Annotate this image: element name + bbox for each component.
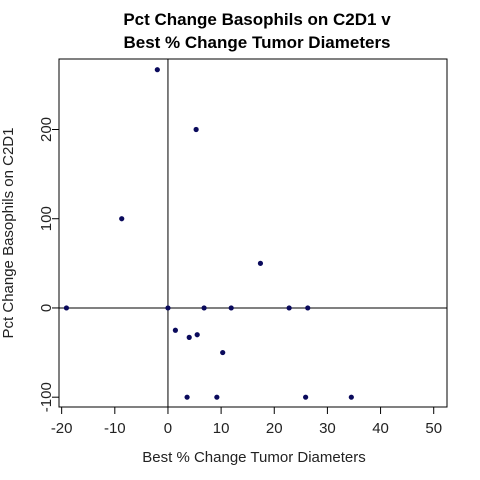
x-tick-label: -20 (51, 420, 73, 437)
y-tick-label: 200 (38, 117, 55, 142)
x-tick-label: 50 (425, 420, 442, 437)
x-tick-label: -10 (104, 420, 126, 437)
x-tick-label: 30 (319, 420, 336, 437)
x-tick-label: 20 (266, 420, 283, 437)
data-points (63, 67, 354, 400)
data-point (214, 394, 220, 400)
data-point (154, 67, 160, 73)
data-point (286, 305, 292, 311)
data-point (201, 305, 207, 311)
chart-title-line-1: Pct Change Basophils on C2D1 v (123, 10, 391, 29)
data-point (220, 349, 226, 356)
data-point (303, 394, 309, 400)
reference-lines (59, 59, 447, 407)
data-point (63, 305, 70, 311)
data-point (228, 305, 234, 311)
y-tick-label: 100 (38, 206, 55, 231)
data-point (194, 332, 200, 338)
data-point (184, 394, 190, 400)
data-point (119, 216, 125, 222)
x-tick-label: 40 (372, 420, 389, 437)
y-tick-label: 0 (38, 304, 55, 312)
chart-title-line-2: Best % Change Tumor Diameters (123, 33, 390, 52)
plot-area-frame (58, 58, 448, 408)
y-axis: -100 0 100 200 (38, 117, 59, 412)
data-point (165, 305, 171, 311)
data-point (186, 334, 192, 340)
data-point (348, 394, 354, 400)
data-point (257, 260, 264, 266)
x-axis: -20 -10 0 10 20 30 40 50 (51, 407, 442, 437)
data-point (172, 327, 178, 333)
data-point (193, 126, 199, 133)
x-tick-label: 0 (164, 420, 172, 437)
x-axis-label: Best % Change Tumor Diameters (142, 449, 365, 466)
y-axis-label: Pct Change Basophils on C2D1 (0, 128, 17, 339)
x-tick-label: 10 (213, 420, 230, 437)
data-point (305, 305, 311, 311)
y-tick-label: -100 (38, 382, 55, 412)
